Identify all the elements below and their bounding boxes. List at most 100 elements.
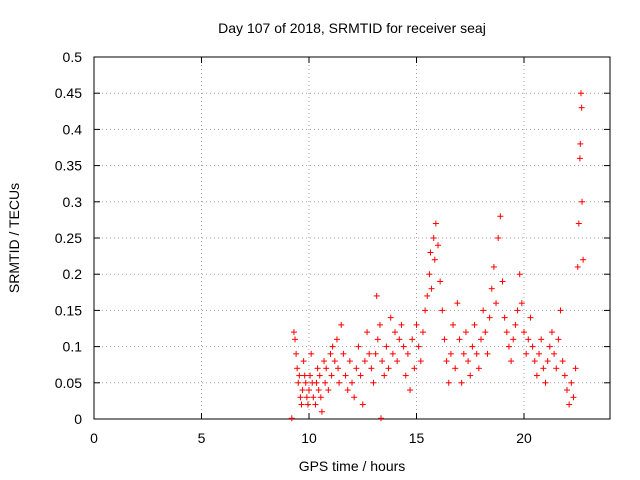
data-marks bbox=[288, 90, 587, 422]
x-tick-label: 0 bbox=[90, 430, 98, 446]
data-point bbox=[366, 350, 373, 357]
data-point bbox=[321, 358, 328, 365]
data-point bbox=[480, 307, 487, 314]
data-point bbox=[314, 365, 321, 372]
data-point bbox=[512, 321, 519, 328]
data-point bbox=[427, 249, 434, 256]
data-point bbox=[471, 321, 478, 328]
data-point bbox=[529, 343, 536, 350]
data-point bbox=[353, 365, 360, 372]
data-point bbox=[310, 394, 317, 401]
data-point bbox=[575, 220, 582, 227]
data-point bbox=[411, 365, 418, 372]
data-point bbox=[553, 365, 560, 372]
data-point bbox=[383, 343, 390, 350]
data-point bbox=[376, 321, 383, 328]
data-point bbox=[546, 343, 553, 350]
data-point bbox=[304, 401, 311, 408]
data-point bbox=[469, 343, 476, 350]
data-point bbox=[435, 242, 441, 249]
y-tick-label: 0.3 bbox=[63, 194, 83, 210]
data-point bbox=[293, 350, 300, 357]
data-point bbox=[424, 292, 431, 299]
y-tick-label: 0.45 bbox=[55, 85, 82, 101]
data-point bbox=[372, 350, 379, 357]
data-point bbox=[566, 401, 573, 408]
data-point bbox=[426, 271, 433, 278]
data-point bbox=[548, 329, 555, 336]
data-point bbox=[301, 372, 308, 379]
data-point bbox=[398, 321, 405, 328]
data-point bbox=[542, 379, 549, 386]
y-tick-label: 0.1 bbox=[63, 339, 83, 355]
x-tick-label: 20 bbox=[516, 430, 532, 446]
y-tick-label: 0.25 bbox=[55, 230, 82, 246]
data-point bbox=[396, 336, 403, 343]
data-point bbox=[462, 329, 469, 336]
data-point bbox=[318, 408, 325, 415]
data-point bbox=[333, 336, 340, 343]
data-point bbox=[346, 358, 353, 365]
data-point bbox=[417, 358, 424, 365]
data-point bbox=[385, 365, 392, 372]
axis-ticks: 0 0.05 0.1 0.15 0.2 0.25 0.3 0.35 0.4 0.45 0.5 0 5 10… bbox=[55, 49, 610, 446]
data-point bbox=[413, 321, 420, 328]
data-point bbox=[316, 372, 323, 379]
data-point bbox=[308, 350, 315, 357]
data-point bbox=[516, 271, 523, 278]
data-point bbox=[300, 358, 307, 365]
data-point bbox=[288, 415, 295, 422]
data-point bbox=[447, 350, 454, 357]
data-point bbox=[488, 285, 495, 292]
data-point bbox=[490, 263, 497, 270]
data-point bbox=[419, 329, 426, 336]
data-point bbox=[359, 401, 366, 408]
plot-frame bbox=[93, 56, 611, 420]
y-tick-label: 0.05 bbox=[55, 375, 82, 391]
data-point bbox=[302, 379, 309, 386]
data-point bbox=[538, 336, 545, 343]
data-point bbox=[555, 336, 562, 343]
chart-title: Day 107 of 2018, SRMTID for receiver sea… bbox=[218, 20, 486, 36]
data-point bbox=[514, 307, 521, 314]
data-point bbox=[387, 314, 394, 321]
data-point bbox=[379, 358, 386, 365]
data-point bbox=[559, 358, 566, 365]
data-point bbox=[335, 365, 342, 372]
data-point bbox=[327, 350, 334, 357]
data-point bbox=[441, 336, 448, 343]
data-point bbox=[303, 394, 310, 401]
data-point bbox=[357, 372, 364, 379]
data-point bbox=[313, 379, 320, 386]
data-point bbox=[508, 358, 515, 365]
data-point bbox=[540, 365, 547, 372]
data-point bbox=[482, 329, 489, 336]
data-point bbox=[294, 365, 301, 372]
data-point bbox=[576, 155, 583, 162]
data-point bbox=[370, 379, 377, 386]
data-point bbox=[394, 358, 401, 365]
data-point bbox=[415, 343, 422, 350]
data-point bbox=[525, 336, 532, 343]
data-point bbox=[443, 358, 450, 365]
data-point bbox=[475, 365, 482, 372]
data-point bbox=[437, 278, 444, 285]
data-point bbox=[290, 329, 297, 336]
data-point bbox=[439, 307, 446, 314]
data-point bbox=[292, 336, 299, 343]
data-point bbox=[361, 358, 368, 365]
data-point bbox=[531, 358, 538, 365]
data-point bbox=[331, 358, 338, 365]
data-point bbox=[578, 104, 585, 111]
data-point bbox=[340, 350, 347, 357]
data-point bbox=[501, 314, 508, 321]
data-point bbox=[374, 336, 381, 343]
data-point bbox=[551, 350, 558, 357]
data-point bbox=[493, 300, 500, 307]
data-point bbox=[431, 256, 438, 263]
data-point bbox=[430, 235, 437, 241]
data-point bbox=[521, 329, 527, 336]
data-point bbox=[495, 235, 502, 241]
data-point bbox=[523, 350, 530, 357]
